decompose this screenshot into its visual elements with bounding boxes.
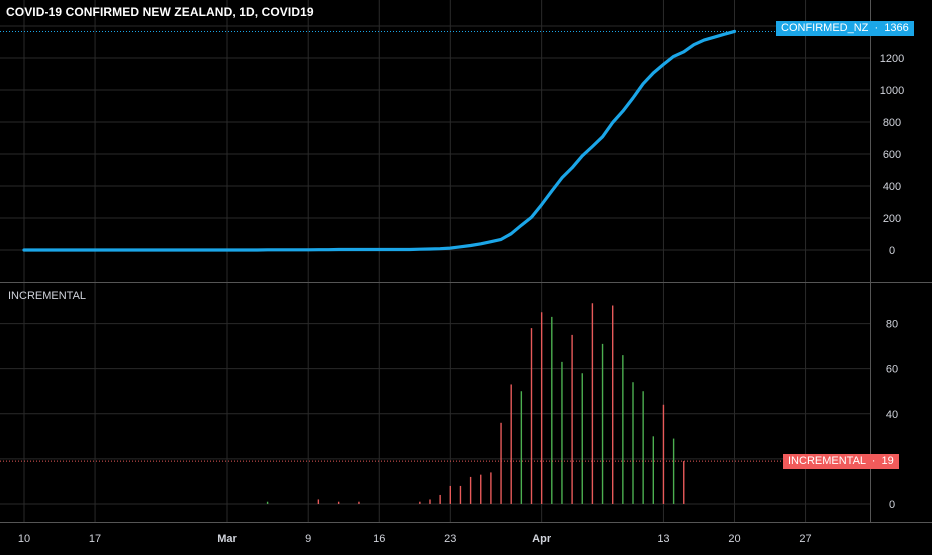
incremental-y-tick-label: 0 — [889, 499, 895, 511]
x-tick-label: 27 — [799, 533, 811, 545]
incremental-tag-value: 19 — [881, 455, 894, 467]
incremental-pane-label: INCREMENTAL — [8, 290, 87, 302]
incremental-y-tick-label: 60 — [886, 364, 898, 376]
confirmed-y-tick-label: 800 — [883, 117, 901, 129]
incremental-y-tick-label: 40 — [886, 409, 898, 421]
confirmed-y-tick-label: 1200 — [880, 53, 904, 65]
incremental-pane — [0, 303, 870, 504]
confirmed-y-tick-label: 1000 — [880, 85, 904, 97]
x-tick-label: 16 — [373, 533, 385, 545]
x-tick-label: 17 — [89, 533, 101, 545]
incremental-tag-name: INCREMENTAL — [788, 455, 866, 467]
incremental-last-value-tag: INCREMENTAL · 19 — [783, 454, 899, 469]
x-tick-label: 10 — [18, 533, 30, 545]
confirmed-y-tick-label: 600 — [883, 149, 901, 161]
x-tick-label: 20 — [728, 533, 740, 545]
confirmed-last-value-tag: CONFIRMED_NZ · 1366 — [776, 21, 914, 36]
x-tick-label: 9 — [305, 533, 311, 545]
grid-layer — [0, 0, 870, 522]
confirmed-pane — [0, 29, 870, 252]
confirmed-y-tick-label: 0 — [889, 245, 895, 257]
confirmed-y-tick-label: 400 — [883, 181, 901, 193]
confirmed-line — [22, 29, 737, 252]
x-tick-label: 23 — [444, 533, 456, 545]
confirmed-tag-name: CONFIRMED_NZ — [781, 22, 869, 34]
x-tick-label: 13 — [657, 533, 669, 545]
x-tick-label: Apr — [532, 533, 552, 545]
chart-title: COVID-19 CONFIRMED NEW ZEALAND, 1D, COVI… — [6, 5, 314, 19]
x-tick-label: Mar — [217, 533, 237, 545]
confirmed-y-tick-label: 200 — [883, 213, 901, 225]
incremental-tag-separator: · — [868, 455, 879, 467]
confirmed-tag-value: 1366 — [884, 22, 909, 34]
confirmed-tag-separator: · — [871, 22, 882, 34]
incremental-y-tick-label: 80 — [886, 319, 898, 331]
